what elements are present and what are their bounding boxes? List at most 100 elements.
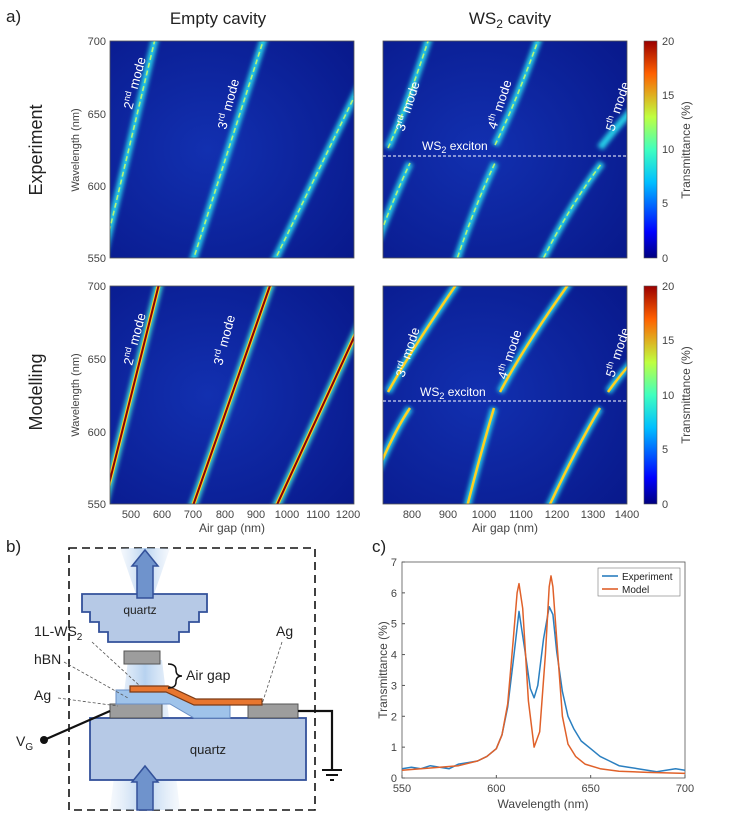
schematic-frame (68, 547, 316, 811)
exciton-label: WS2 exciton (422, 139, 488, 155)
colorbar-gradient (643, 40, 658, 259)
x-tick: 900 (439, 509, 457, 521)
y-axis-label: Wavelength (nm) (70, 108, 82, 191)
y-tick-550: 550 (88, 499, 106, 511)
cbar-tick-20: 20 (662, 36, 674, 48)
heatmap-modes (383, 41, 627, 258)
label-ag-right: Ag (276, 623, 293, 639)
quartz-bottom-label: quartz (190, 742, 226, 757)
chart-frame (401, 561, 686, 779)
cbar-tick-0: 0 (662, 253, 668, 265)
chart-legend: Experiment Model (597, 567, 681, 597)
ground-wire (298, 709, 334, 770)
heatmap-frame (382, 285, 628, 505)
heatmap-frame (109, 40, 355, 259)
leader-ws2 (91, 641, 141, 687)
leader-ag-left (57, 697, 119, 707)
colorbar-bottom: 20 15 10 5 0 Transmittance (%) (643, 281, 693, 511)
heatmap-background (383, 286, 627, 504)
mode-3-core (192, 41, 264, 258)
chart-y-tick: 0 (391, 773, 397, 785)
x-tick: 1300 (581, 509, 605, 521)
model-ws2-mode-4-upper (498, 286, 569, 393)
chart-y-tick: 1 (391, 742, 397, 754)
exciton-label: WS2 exciton (420, 385, 486, 401)
cbar-tick-10: 10 (662, 390, 674, 402)
mode-4-core (274, 95, 354, 258)
model-ws2-mode-5-upper (606, 365, 627, 393)
series-model (402, 575, 685, 775)
y-tick-600: 600 (88, 427, 106, 439)
x-tick: 1200 (336, 509, 360, 521)
x-tick: 1400 (615, 509, 639, 521)
panel-label-b: b) (6, 537, 21, 556)
colorbar-top: 20 15 10 5 0 Transmittance (%) (643, 36, 693, 265)
model-ws2-mode-4-lower (466, 407, 496, 504)
mode-5-upper (597, 110, 627, 151)
model-mode-2 (110, 286, 160, 485)
label-ag-left: Ag (34, 687, 51, 703)
chart-x-label: Wavelength (nm) (498, 797, 589, 811)
legend-experiment: Experiment (622, 572, 673, 583)
heatmap-experiment-empty: 700 650 600 550 Wavelength (nm) 2nd mode… (70, 36, 355, 265)
x-tick: 700 (184, 509, 202, 521)
airgap-label: Air gap (186, 667, 231, 683)
x-ticks-left: 500 600 700 800 900 1000 1100 1200 (122, 509, 360, 521)
series-experiment (402, 605, 685, 773)
y-tick-700: 700 (88, 36, 106, 48)
y-tick-550: 550 (88, 253, 106, 265)
heatmap-modes (110, 41, 354, 258)
y-tick-650: 650 (88, 354, 106, 366)
heatmap-background (383, 41, 627, 258)
x-tick: 500 (122, 509, 140, 521)
panel-label-a: a) (6, 7, 21, 26)
chart-y-tick: 7 (391, 557, 397, 569)
row-title-modelling: Modelling (26, 353, 46, 430)
cbar-tick-5: 5 (662, 444, 668, 456)
x-axis-label: Air gap (nm) (472, 521, 538, 535)
quartz-top-label: quartz (123, 603, 156, 617)
chart-y-tick: 5 (391, 619, 397, 631)
x-tick: 1000 (472, 509, 496, 521)
chart-y-tick: 4 (391, 650, 397, 662)
label-1l-ws2: 1L-WS2 (34, 623, 83, 643)
x-tick: 800 (216, 509, 234, 521)
x-tick: 1200 (545, 509, 569, 521)
heatmap-experiment-ws2: WS2 exciton 3rd mode 4th mode 5th mode (382, 40, 633, 259)
chart-y-tick: 6 (391, 588, 397, 600)
x-tick: 1000 (275, 509, 299, 521)
x-tick: 600 (153, 509, 171, 521)
heatmap-frame (109, 285, 355, 505)
x-ticks-right: 800 900 1000 1100 1200 1300 1400 (403, 509, 639, 521)
mode-2-core (110, 41, 156, 232)
heatmap-modelling-empty: 700 650 600 550 Wavelength (nm) 500 600 … (70, 281, 360, 535)
chart-x-tick: 650 (581, 783, 599, 795)
x-tick: 800 (403, 509, 421, 521)
heatmap-modes (383, 286, 627, 504)
vg-wire (43, 709, 111, 742)
y-tick-700: 700 (88, 281, 106, 293)
y-axis-label: Wavelength (nm) (70, 353, 82, 436)
ag-bottom-right (247, 703, 299, 719)
colorbar-gradient (643, 285, 658, 505)
model-ws2-mode-5-lower (548, 407, 602, 504)
cbar-tick-15: 15 (662, 335, 674, 347)
quartz-top (81, 593, 208, 643)
leader-hbn (63, 661, 129, 699)
chart-x-tick: 700 (676, 783, 694, 795)
x-tick: 1100 (306, 509, 330, 521)
chart-y-tick: 2 (391, 711, 397, 723)
col-title-ws2: WS2 cavity (469, 9, 552, 31)
colorbar-label: Transmittance (%) (679, 101, 693, 199)
device-schematic: b) quartz quartz Air gap 1L-WS2 hBN Ag (6, 537, 342, 811)
cbar-tick-20: 20 (662, 281, 674, 293)
quartz-bottom (89, 717, 307, 781)
ws2-flake (129, 685, 263, 706)
cbar-tick-5: 5 (662, 198, 668, 210)
x-axis-label: Air gap (nm) (199, 521, 265, 535)
col-title-empty: Empty cavity (170, 9, 267, 28)
chart-x-tick: 600 (487, 783, 505, 795)
heatmap-modes (110, 286, 354, 504)
